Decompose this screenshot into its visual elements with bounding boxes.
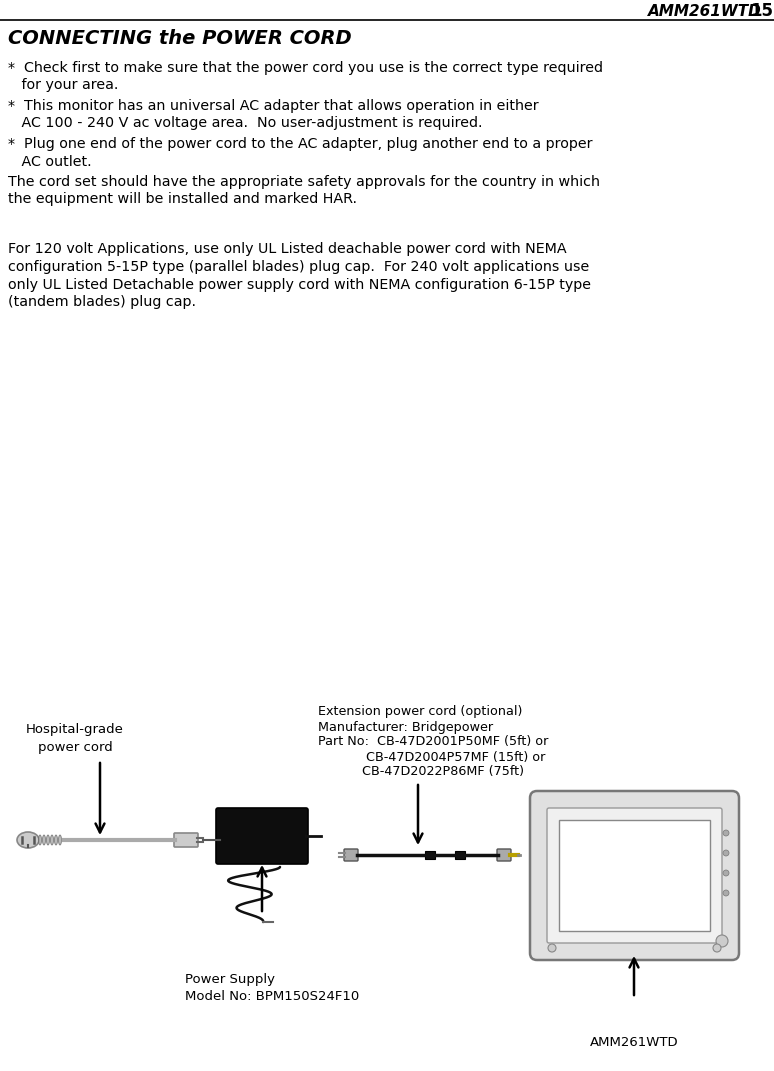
Text: AC 100 - 240 V ac voltage area.  No user-adjustment is required.: AC 100 - 240 V ac voltage area. No user-…	[8, 117, 482, 131]
Text: configuration 5-15P type (parallel blades) plug cap.  For 240 volt applications : configuration 5-15P type (parallel blade…	[8, 260, 589, 274]
Circle shape	[548, 944, 556, 952]
Text: power cord: power cord	[38, 741, 112, 754]
Circle shape	[723, 890, 729, 896]
Text: 15: 15	[750, 2, 773, 20]
Ellipse shape	[39, 835, 42, 845]
Text: AMM261WTD: AMM261WTD	[590, 1037, 678, 1050]
FancyBboxPatch shape	[547, 808, 722, 942]
Ellipse shape	[59, 835, 61, 845]
Bar	[425, 851, 435, 859]
Text: Hospital-grade: Hospital-grade	[26, 724, 124, 737]
Text: the equipment will be installed and marked HAR.: the equipment will be installed and mark…	[8, 193, 357, 207]
Ellipse shape	[43, 835, 46, 845]
Circle shape	[713, 944, 721, 952]
Circle shape	[723, 830, 729, 836]
FancyBboxPatch shape	[530, 791, 739, 960]
FancyBboxPatch shape	[216, 808, 308, 864]
Text: Model No: BPM150S24F10: Model No: BPM150S24F10	[185, 990, 359, 1002]
FancyBboxPatch shape	[174, 833, 198, 847]
Text: Extension power cord (optional): Extension power cord (optional)	[318, 706, 522, 719]
Text: CB-47D2004P57MF (15ft) or: CB-47D2004P57MF (15ft) or	[334, 751, 546, 764]
Ellipse shape	[50, 835, 53, 845]
FancyBboxPatch shape	[497, 849, 511, 861]
Text: *  Plug one end of the power cord to the AC adapter, plug another end to a prope: * Plug one end of the power cord to the …	[8, 137, 593, 151]
Circle shape	[716, 935, 728, 947]
Bar	[455, 851, 465, 859]
Text: CB-47D2022P86MF (75ft): CB-47D2022P86MF (75ft)	[334, 766, 524, 779]
Text: AC outlet.: AC outlet.	[8, 154, 91, 168]
Text: CONNECTING the POWER CORD: CONNECTING the POWER CORD	[8, 29, 351, 47]
Text: only UL Listed Detachable power supply cord with NEMA configuration 6-15P type: only UL Listed Detachable power supply c…	[8, 277, 591, 291]
Text: AMM261WTD: AMM261WTD	[649, 3, 762, 18]
Text: *  Check first to make sure that the power cord you use is the correct type requ: * Check first to make sure that the powe…	[8, 61, 603, 75]
Ellipse shape	[17, 832, 39, 848]
Text: for your area.: for your area.	[8, 78, 118, 92]
Circle shape	[723, 870, 729, 876]
Ellipse shape	[54, 835, 57, 845]
Bar	[559, 820, 710, 931]
Text: The cord set should have the appropriate safety approvals for the country in whi: The cord set should have the appropriate…	[8, 175, 600, 188]
Text: Part No:  CB-47D2001P50MF (5ft) or: Part No: CB-47D2001P50MF (5ft) or	[318, 736, 548, 749]
Text: Manufacturer: Bridgepower: Manufacturer: Bridgepower	[318, 721, 493, 734]
Circle shape	[723, 850, 729, 856]
Text: (tandem blades) plug cap.: (tandem blades) plug cap.	[8, 295, 196, 310]
Ellipse shape	[46, 835, 50, 845]
Text: *  This monitor has an universal AC adapter that allows operation in either: * This monitor has an universal AC adapt…	[8, 99, 539, 114]
Text: For 120 volt Applications, use only UL Listed deachable power cord with NEMA: For 120 volt Applications, use only UL L…	[8, 242, 567, 256]
FancyBboxPatch shape	[344, 849, 358, 861]
Text: Power Supply: Power Supply	[185, 974, 275, 986]
